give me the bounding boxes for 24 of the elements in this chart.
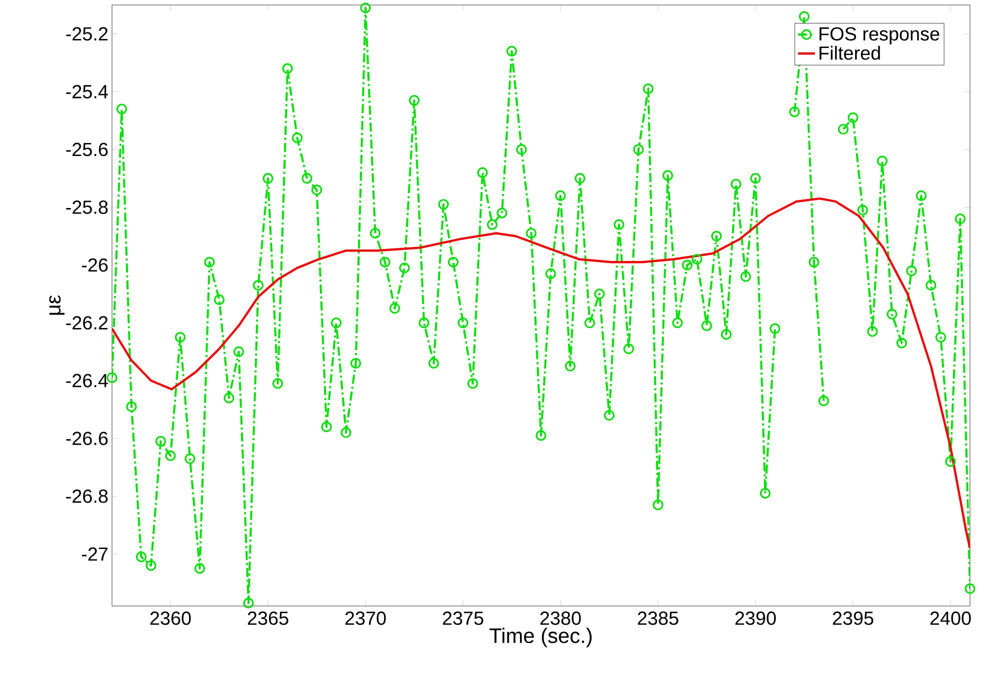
y-tick-label: -26.8	[66, 489, 108, 503]
x-tick-label: 2370	[345, 612, 386, 625]
x-tick-label: 2395	[832, 612, 874, 625]
y-axis-title: με	[49, 295, 64, 315]
x-tick-label: 2385	[638, 612, 678, 625]
x-tick-label: 2360	[150, 612, 191, 625]
y-tick-label: -26.6	[66, 432, 108, 446]
x-axis-title: Time (sec.)	[490, 628, 592, 648]
x-tick-label: 2380	[540, 612, 581, 625]
y-tick-label: -25.6	[66, 142, 108, 156]
y-tick-label: -25.8	[66, 200, 108, 214]
y-tick-label: -26.4	[66, 374, 108, 388]
line-series	[112, 197, 970, 550]
y-tick-label: -25.4	[66, 84, 108, 98]
y-tick-label: -25.2	[66, 27, 108, 41]
legend-label: FOS response	[820, 27, 940, 44]
x-tick-label: 2390	[735, 612, 776, 625]
x-tick-label: 2400	[930, 612, 971, 625]
y-tick-label: -27	[82, 547, 108, 561]
y-tick-label: -26.2	[66, 316, 108, 330]
x-tick-label: 2365	[248, 612, 288, 625]
x-tick-label: 2375	[442, 612, 484, 625]
legend-label: Filtered	[820, 46, 880, 60]
y-tick-label: -26	[82, 258, 108, 272]
